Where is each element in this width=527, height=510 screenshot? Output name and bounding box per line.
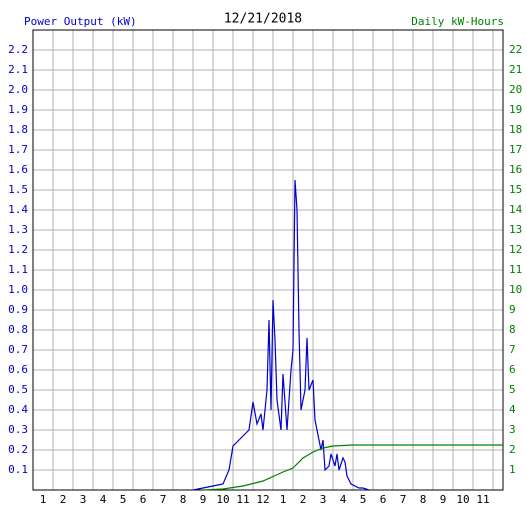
plot-frame bbox=[32, 29, 504, 491]
y2-tick-label: 14 bbox=[509, 203, 523, 216]
x-tick-label: 5 bbox=[360, 493, 367, 506]
y2-tick-label: 22 bbox=[509, 43, 522, 56]
y-tick-label: 2.0 bbox=[8, 83, 28, 96]
x-tick-label: 1 bbox=[280, 493, 287, 506]
y-tick-label: 0.3 bbox=[8, 423, 28, 436]
y2-tick-label: 8 bbox=[509, 323, 516, 336]
y-axis-title: Power Output (kW) bbox=[24, 15, 137, 28]
x-tick-label: 5 bbox=[120, 493, 127, 506]
y-tick-label: 1.9 bbox=[8, 103, 28, 116]
x-tick-label: 2 bbox=[60, 493, 67, 506]
x-tick-label: 11 bbox=[236, 493, 249, 506]
y2-tick-label: 20 bbox=[509, 83, 522, 96]
y2-tick-label: 5 bbox=[509, 383, 516, 396]
y-tick-label: 1.8 bbox=[8, 123, 28, 136]
y2-axis-title: Daily kW-Hours bbox=[411, 15, 504, 28]
y2-tick-label: 6 bbox=[509, 363, 516, 376]
chart-title: 12/21/2018 bbox=[224, 12, 302, 27]
x-tick-label: 11 bbox=[476, 493, 489, 506]
y-tick-label: 1.5 bbox=[8, 183, 28, 196]
y-tick-label: 2.2 bbox=[8, 43, 28, 56]
x-tick-label: 3 bbox=[80, 493, 87, 506]
y-tick-label: 0.7 bbox=[8, 343, 28, 356]
x-tick-label: 9 bbox=[440, 493, 447, 506]
x-tick-label: 9 bbox=[200, 493, 207, 506]
x-tick-label: 6 bbox=[140, 493, 147, 506]
x-tick-label: 3 bbox=[320, 493, 327, 506]
y-tick-label: 1.2 bbox=[8, 243, 28, 256]
y2-tick-label: 3 bbox=[509, 423, 516, 436]
y-tick-label: 0.5 bbox=[8, 383, 28, 396]
y2-tick-label: 7 bbox=[509, 343, 516, 356]
y2-tick-label: 17 bbox=[509, 143, 522, 156]
y-tick-label: 2.1 bbox=[8, 63, 28, 76]
x-tick-label: 7 bbox=[400, 493, 407, 506]
y-tick-label: 1.6 bbox=[8, 163, 28, 176]
series-line bbox=[202, 444, 503, 491]
x-tick-label: 1 bbox=[40, 493, 47, 506]
y-tick-label: 1.4 bbox=[8, 203, 28, 216]
y2-tick-label: 10 bbox=[509, 283, 522, 296]
y-tick-label: 0.2 bbox=[8, 443, 28, 456]
y2-tick-label: 4 bbox=[509, 403, 516, 416]
y2-tick-label: 15 bbox=[509, 183, 522, 196]
y2-tick-label: 18 bbox=[509, 123, 522, 136]
x-tick-label: 6 bbox=[380, 493, 387, 506]
y-tick-label: 1.7 bbox=[8, 143, 28, 156]
y2-tick-label: 12 bbox=[509, 243, 522, 256]
x-tick-label: 8 bbox=[180, 493, 187, 506]
series-line bbox=[192, 179, 370, 491]
x-tick-label: 7 bbox=[160, 493, 167, 506]
y-tick-label: 0.4 bbox=[8, 403, 28, 416]
x-tick-label: 4 bbox=[100, 493, 107, 506]
y-tick-label: 0.1 bbox=[8, 463, 28, 476]
y-tick-label: 1.0 bbox=[8, 283, 28, 296]
y2-tick-label: 13 bbox=[509, 223, 522, 236]
x-tick-label: 12 bbox=[256, 493, 269, 506]
x-tick-label: 10 bbox=[216, 493, 229, 506]
y2-tick-label: 2 bbox=[509, 443, 516, 456]
y2-tick-label: 16 bbox=[509, 163, 522, 176]
y-tick-label: 0.6 bbox=[8, 363, 28, 376]
y-tick-label: 0.9 bbox=[8, 303, 28, 316]
x-tick-label: 10 bbox=[456, 493, 469, 506]
x-tick-label: 8 bbox=[420, 493, 427, 506]
y-tick-label: 0.8 bbox=[8, 323, 28, 336]
y2-tick-label: 1 bbox=[509, 463, 516, 476]
y2-tick-label: 11 bbox=[509, 263, 522, 276]
x-tick-label: 4 bbox=[340, 493, 347, 506]
y2-tick-label: 21 bbox=[509, 63, 522, 76]
y2-tick-label: 9 bbox=[509, 303, 516, 316]
y2-tick-label: 19 bbox=[509, 103, 522, 116]
x-tick-label: 2 bbox=[300, 493, 307, 506]
y-tick-label: 1.1 bbox=[8, 263, 28, 276]
y-tick-label: 1.3 bbox=[8, 223, 28, 236]
